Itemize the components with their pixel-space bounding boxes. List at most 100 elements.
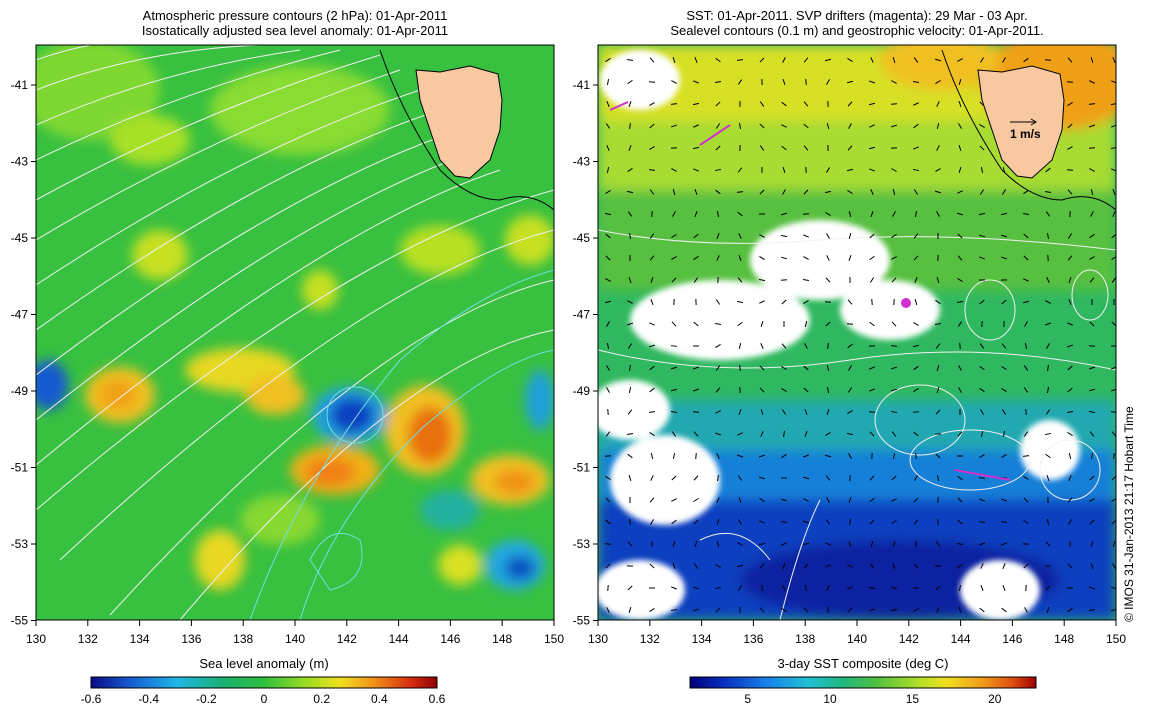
- velocity-arrow: [1024, 607, 1028, 613]
- velocity-arrow: [693, 255, 699, 261]
- velocity-arrow: [606, 321, 610, 327]
- velocity-arrow: [912, 81, 920, 83]
- velocity-arrow: [650, 277, 654, 283]
- velocity-arrow: [780, 212, 788, 216]
- velocity-arrow: [692, 102, 700, 106]
- velocity-arrow: [781, 101, 787, 107]
- velocity-arrow: [781, 607, 787, 613]
- velocity-arrow: [824, 58, 832, 62]
- velocity-arrow: [913, 255, 919, 261]
- velocity-arrow: [650, 299, 654, 305]
- velocity-arrow: [1023, 476, 1029, 480]
- velocity-arrow: [781, 299, 787, 305]
- velocity-arrow: [1068, 299, 1072, 305]
- velocity-arrow: [738, 409, 742, 415]
- velocity-arrow: [914, 277, 918, 283]
- right-y-tick-label: -43: [573, 155, 591, 169]
- velocity-arrow: [980, 166, 984, 174]
- velocity-arrow: [935, 299, 941, 305]
- velocity-arrow: [693, 519, 699, 525]
- velocity-arrow: [672, 452, 676, 460]
- velocity-arrow: [957, 255, 963, 261]
- right-x-tick-label: 142: [899, 632, 919, 646]
- velocity-arrow: [1001, 387, 1007, 393]
- velocity-arrow: [1023, 519, 1029, 525]
- velocity-arrow: [782, 563, 786, 569]
- colorbar-tick-label: -0.2: [195, 692, 217, 706]
- velocity-arrow: [693, 168, 699, 172]
- velocity-arrow: [935, 168, 941, 172]
- velocity-arrow: [1046, 518, 1050, 526]
- velocity-arrow: [1046, 606, 1050, 614]
- velocity-arrow: [671, 498, 677, 502]
- velocity-arrow: [1022, 212, 1030, 216]
- velocity-arrow: [847, 189, 853, 195]
- velocity-arrow: [956, 301, 964, 303]
- velocity-arrow: [780, 256, 788, 260]
- velocity-arrow: [913, 563, 919, 569]
- left-title-line2: Isostatically adjusted sea level anomaly…: [141, 23, 449, 38]
- velocity-arrow: [1066, 344, 1074, 348]
- velocity-arrow: [736, 300, 744, 304]
- velocity-arrow: [802, 279, 810, 281]
- velocity-arrow: [715, 101, 721, 107]
- velocity-arrow: [803, 256, 809, 260]
- colorbar-tick-label: 10: [823, 692, 837, 706]
- velocity-arrow: [716, 233, 720, 239]
- velocity-arrow: [934, 58, 942, 62]
- velocity-arrow: [629, 232, 631, 240]
- velocity-arrow: [978, 520, 986, 524]
- velocity-arrow: [1044, 191, 1052, 193]
- velocity-arrow: [606, 607, 610, 613]
- velocity-arrow: [649, 387, 655, 393]
- velocity-arrow: [1000, 234, 1008, 238]
- velocity-arrow: [913, 102, 919, 106]
- velocity-arrow: [670, 345, 678, 347]
- velocity-arrow: [628, 277, 632, 283]
- velocity-arrow: [914, 298, 918, 306]
- velocity-arrow: [671, 475, 677, 481]
- velocity-arrow: [605, 519, 611, 525]
- velocity-arrow: [959, 342, 961, 350]
- velocity-arrow: [1023, 387, 1029, 393]
- scale-arrow-label: 1 m/s: [1010, 127, 1041, 141]
- velocity-arrow: [980, 585, 984, 591]
- sea-level-anomaly-map: [36, 45, 554, 620]
- velocity-arrow: [956, 212, 964, 216]
- velocity-arrow: [1046, 343, 1050, 349]
- right-y-tick-label: -53: [573, 537, 591, 551]
- colorbar-tick-label: 0.4: [370, 692, 388, 706]
- velocity-arrow: [649, 431, 655, 437]
- sst-colorbar-label: 3-day SST composite (deg C): [777, 656, 949, 671]
- velocity-arrow: [913, 123, 919, 129]
- velocity-arrow: [825, 167, 831, 173]
- velocity-arrow: [760, 431, 764, 437]
- velocity-arrow: [936, 386, 940, 394]
- velocity-arrow: [1088, 366, 1096, 370]
- velocity-arrow: [737, 211, 743, 217]
- velocity-arrow: [868, 102, 876, 106]
- velocity-arrow: [737, 542, 743, 546]
- velocity-arrow: [605, 365, 611, 371]
- velocity-arrow: [1111, 277, 1116, 283]
- velocity-arrow: [1000, 520, 1008, 524]
- velocity-arrow: [736, 191, 744, 193]
- velocity-arrow: [979, 256, 985, 260]
- velocity-arrow: [890, 124, 898, 128]
- velocity-arrow: [935, 585, 941, 591]
- velocity-arrow: [1047, 232, 1049, 240]
- velocity-arrow: [605, 563, 611, 569]
- velocity-arrow: [1023, 431, 1029, 437]
- velocity-arrow: [803, 563, 809, 569]
- left-x-tick-label: 142: [337, 632, 357, 646]
- velocity-arrow: [716, 453, 720, 459]
- velocity-arrow: [1090, 452, 1094, 460]
- velocity-arrow: [1067, 322, 1073, 326]
- velocity-arrow: [649, 322, 655, 326]
- left-y-tick-label: -41: [11, 78, 29, 92]
- velocity-arrow: [695, 452, 697, 460]
- velocity-arrow: [715, 607, 721, 613]
- velocity-arrow: [649, 189, 655, 195]
- velocity-arrow: [1066, 410, 1074, 414]
- velocity-arrow: [957, 278, 963, 282]
